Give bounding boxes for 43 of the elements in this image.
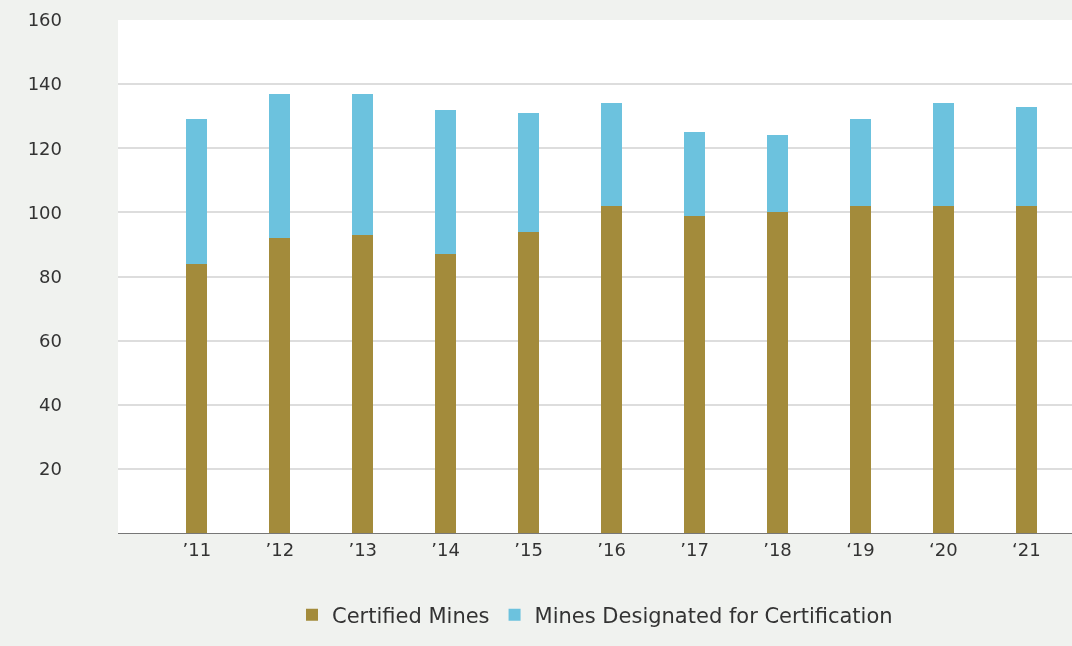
x-tick-label: ’12 bbox=[265, 538, 295, 560]
legend-label: Certified Mines bbox=[332, 603, 490, 628]
x-tick-label: ’15 bbox=[514, 538, 543, 560]
bar bbox=[352, 234, 374, 533]
bar bbox=[1016, 205, 1037, 533]
bar bbox=[518, 231, 539, 533]
bar bbox=[601, 103, 622, 206]
legend-label: Mines Designated for Certification bbox=[534, 603, 893, 628]
bar bbox=[933, 103, 954, 206]
x-tick-label: ’17 bbox=[680, 538, 709, 560]
x-tick-label: ‘21 bbox=[1012, 538, 1041, 560]
y-tick-label: 80 bbox=[39, 265, 62, 287]
bar bbox=[850, 205, 871, 533]
bar bbox=[601, 205, 622, 533]
x-tick-label: ’11 bbox=[182, 538, 212, 560]
y-tick-label: 40 bbox=[39, 394, 62, 416]
bar bbox=[684, 132, 705, 216]
y-tick-label: 140 bbox=[27, 73, 62, 95]
y-tick-label: 160 bbox=[27, 9, 62, 31]
y-tick-label: 20 bbox=[39, 458, 62, 480]
bar bbox=[767, 135, 788, 213]
bar bbox=[767, 212, 788, 533]
bar bbox=[186, 263, 208, 533]
x-tick-label: ’16 bbox=[597, 538, 626, 560]
bar bbox=[1016, 106, 1037, 206]
bar bbox=[518, 112, 539, 232]
bar bbox=[352, 93, 374, 235]
bar bbox=[186, 119, 208, 264]
x-tick-label: ’13 bbox=[348, 538, 378, 560]
y-tick-label: 120 bbox=[27, 137, 62, 159]
bar bbox=[269, 238, 291, 533]
bar bbox=[435, 109, 457, 255]
bar bbox=[684, 215, 705, 533]
x-tick-label: ‘20 bbox=[929, 538, 958, 560]
bar bbox=[269, 93, 291, 239]
x-tick-label: ’18 bbox=[763, 538, 792, 560]
bar bbox=[850, 119, 871, 206]
y-tick-label: 100 bbox=[27, 201, 62, 223]
x-tick-label: ’14 bbox=[431, 538, 460, 560]
y-tick-label: 60 bbox=[39, 329, 62, 351]
bar bbox=[933, 205, 954, 533]
x-tick-label: ‘19 bbox=[846, 538, 875, 560]
bar bbox=[435, 254, 457, 533]
